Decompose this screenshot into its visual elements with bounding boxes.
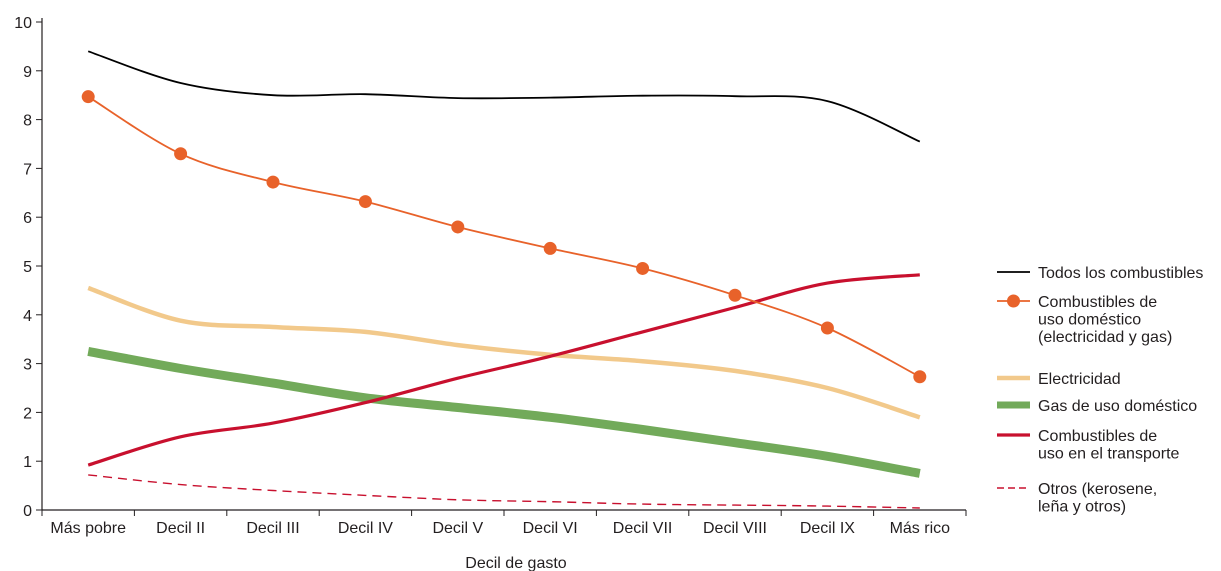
legend-marker — [1007, 294, 1020, 308]
y-tick-label: 1 — [23, 454, 32, 471]
series-transporte — [87, 273, 920, 467]
y-tick-label: 5 — [23, 259, 32, 276]
legend-label: Gas de uso doméstico — [1038, 398, 1197, 415]
data-point-domestico — [728, 288, 742, 302]
x-tick-label: Decil VII — [613, 520, 673, 537]
series-line-todos — [87, 50, 921, 143]
legend-label: (electricidad y gas) — [1038, 329, 1172, 346]
series-line-electricidad — [87, 285, 921, 420]
series-gas — [87, 346, 921, 478]
x-tick-label: Decil VIII — [703, 520, 767, 537]
x-tick-label: Decil II — [156, 520, 205, 537]
legend-label: Combustibles de — [1038, 428, 1157, 445]
legend-label: Otros (kerosene, — [1038, 481, 1157, 498]
x-axis-title: Decil de gasto — [465, 555, 566, 571]
legend-item-otros: Otros (kerosene,leña y otros) — [997, 481, 1157, 516]
x-tick-label: Decil V — [432, 520, 483, 537]
data-point-domestico — [451, 220, 465, 234]
x-tick-label: Decil III — [246, 520, 299, 537]
series-otros — [88, 474, 920, 509]
series-line-transporte — [87, 273, 920, 467]
y-tick-label: 8 — [23, 113, 32, 130]
legend-label: Combustibles de — [1038, 294, 1157, 311]
x-tick-label: Decil IX — [800, 520, 855, 537]
data-point-domestico — [81, 90, 95, 104]
y-tick-label: 9 — [23, 64, 32, 81]
x-tick-label: Más pobre — [50, 520, 126, 537]
data-point-domestico — [913, 370, 927, 384]
y-tick-label: 0 — [23, 503, 32, 520]
y-tick-label: 2 — [23, 405, 32, 422]
legend-item-gas: Gas de uso doméstico — [997, 398, 1197, 415]
axes: 0 1 2 3 4 5 6 7 8 9 10 Más pobre Decil II Decil III De… — [14, 15, 967, 537]
legend-label: Todos los combustibles — [1038, 265, 1203, 282]
y-tick-label: 3 — [23, 357, 32, 374]
data-point-domestico — [266, 175, 280, 189]
legend-label: uso doméstico — [1038, 312, 1141, 329]
x-tick-label: Más rico — [890, 520, 951, 537]
y-tick-label: 10 — [14, 15, 32, 32]
data-point-domestico — [820, 321, 834, 335]
series-layer — [81, 50, 927, 509]
legend-label: leña y otros) — [1038, 499, 1126, 516]
series-todos — [87, 50, 921, 143]
data-point-domestico — [636, 261, 650, 275]
series-electricidad — [87, 285, 921, 420]
x-tick-label: Decil IV — [338, 520, 393, 537]
y-tick-label: 6 — [23, 210, 32, 227]
legend-label: uso en el transporte — [1038, 446, 1180, 463]
series-domestico — [81, 90, 927, 384]
legend-label: Electricidad — [1038, 371, 1121, 388]
data-point-domestico — [174, 147, 188, 161]
data-point-domestico — [358, 195, 372, 209]
y-tick-label: 4 — [23, 308, 32, 325]
series-line-otros — [88, 474, 920, 509]
legend-item-electricidad: Electricidad — [997, 371, 1121, 388]
x-tick-label: Decil VI — [523, 520, 578, 537]
data-point-domestico — [543, 241, 557, 255]
series-line-domestico — [87, 95, 921, 378]
legend-item-todos: Todos los combustibles — [997, 265, 1203, 282]
y-tick-label: 7 — [23, 161, 32, 178]
series-line-gas — [87, 346, 921, 478]
